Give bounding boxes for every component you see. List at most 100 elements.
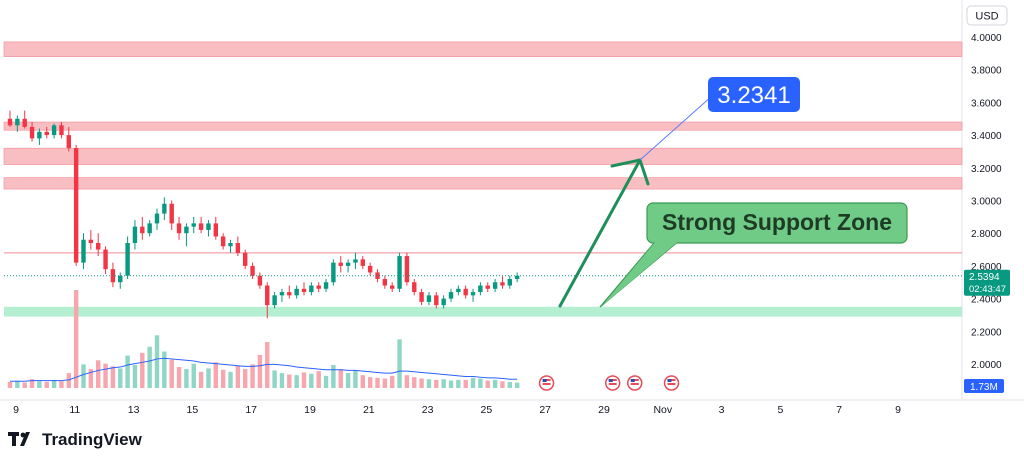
volume-bar xyxy=(323,375,329,388)
candle-body xyxy=(132,226,138,244)
volume-bar xyxy=(191,363,196,388)
y-tick-label: 3.8000 xyxy=(971,66,1002,77)
x-axis[interactable]: 9 11 13 15 17 19 21 23 25 27 29 Nov 3 5 7 9 xyxy=(13,404,901,416)
volume-bar xyxy=(81,364,86,388)
volume-bar xyxy=(485,380,490,388)
candle-body xyxy=(191,223,196,227)
upward-arrow-shaft xyxy=(558,158,642,308)
volume-bar xyxy=(331,365,336,388)
candle-body xyxy=(118,275,123,283)
candle-body xyxy=(390,285,395,289)
volume-bar xyxy=(272,370,277,388)
candle-body xyxy=(147,223,152,234)
x-tick-label: 29 xyxy=(598,404,610,416)
callout-text: Strong Support Zone xyxy=(662,209,892,235)
candle-body xyxy=(382,278,388,286)
candle-body xyxy=(367,265,373,273)
candle-body xyxy=(154,213,160,224)
currency-badge[interactable]: USD xyxy=(966,5,1008,26)
volume-bar xyxy=(206,368,211,388)
volume-bar xyxy=(110,366,116,388)
candle-body xyxy=(220,236,226,247)
candle-body xyxy=(235,243,241,253)
candle-body xyxy=(51,125,57,136)
volume-bar xyxy=(463,379,468,388)
callout-pointer-fill xyxy=(603,235,681,305)
candle-body xyxy=(456,288,461,293)
y-tick-label: 3.4000 xyxy=(971,131,1002,142)
us-flag-icon xyxy=(604,375,621,391)
candle-body xyxy=(162,203,167,214)
volume-bar xyxy=(448,380,454,388)
volume-bar xyxy=(15,380,20,388)
volume-bar xyxy=(243,369,248,388)
flag-canton xyxy=(608,379,613,382)
x-tick-label: 13 xyxy=(128,404,140,416)
tradingview-logo[interactable]: TradingView xyxy=(8,430,142,450)
brand-name: TradingView xyxy=(42,430,142,449)
candle-body xyxy=(507,278,512,286)
volume-bar xyxy=(426,379,432,388)
volume-bar xyxy=(338,369,343,388)
volume-bar xyxy=(360,375,365,388)
volume-bar xyxy=(66,373,71,388)
candle-body xyxy=(448,292,454,299)
candle-body xyxy=(73,148,79,263)
candle-body xyxy=(140,226,145,234)
volume-bar xyxy=(44,381,49,388)
volume-bar xyxy=(419,378,424,388)
resistance-zone-4 xyxy=(3,177,963,190)
candle-body xyxy=(345,262,351,266)
candle-body xyxy=(316,285,321,289)
volume-bar xyxy=(382,378,388,388)
candle-body xyxy=(301,288,307,293)
volume-ma-line xyxy=(10,357,518,382)
volume-bar xyxy=(235,365,241,388)
candle-body xyxy=(514,275,520,279)
target-label-box xyxy=(708,77,800,112)
resistance-zone-1 xyxy=(3,41,963,57)
candle-body xyxy=(272,295,277,306)
volume-bar xyxy=(470,377,476,388)
target-projection-line xyxy=(639,95,713,161)
candle-body xyxy=(404,256,410,283)
volume-bar xyxy=(59,381,64,388)
candle-body xyxy=(331,262,336,283)
volume-bar xyxy=(7,381,13,388)
candle-body xyxy=(419,292,424,302)
us-flag-icon xyxy=(538,375,555,391)
volume-bar xyxy=(441,379,446,388)
y-axis[interactable]: 4.0000 3.8000 3.6000 3.4000 3.2000 3.0000 2.80… xyxy=(964,33,1010,393)
callout-box xyxy=(646,202,908,244)
zones xyxy=(3,41,963,317)
candle-body xyxy=(463,288,468,296)
candle-body xyxy=(309,285,314,293)
volume-bar xyxy=(397,339,402,388)
candle-body xyxy=(250,265,255,276)
candle-body xyxy=(441,298,446,306)
candle-body xyxy=(96,243,101,250)
support-callout: Strong Support Zone xyxy=(599,202,908,308)
volume-bar xyxy=(176,367,182,388)
volume-bar xyxy=(125,355,130,388)
volume-bar xyxy=(507,381,512,388)
volume-bar xyxy=(301,372,307,388)
x-tick-label: 5 xyxy=(777,404,783,416)
candle-body xyxy=(37,131,42,139)
x-tick-label: 3 xyxy=(719,404,725,416)
flag-stripe xyxy=(542,383,551,385)
volume-bar xyxy=(309,373,314,388)
flag-stripe xyxy=(608,383,617,385)
candle-body xyxy=(125,243,130,276)
volume-bar xyxy=(345,373,351,388)
x-tick-label: 17 xyxy=(245,404,257,416)
volume-bar xyxy=(220,369,226,388)
volume-bar xyxy=(169,359,174,388)
y-tick-label: 3.0000 xyxy=(971,197,1002,208)
flag-stripe xyxy=(630,383,639,385)
y-tick-label: 3.6000 xyxy=(971,98,1002,109)
candle-body xyxy=(206,223,211,230)
candle-body xyxy=(492,282,498,289)
